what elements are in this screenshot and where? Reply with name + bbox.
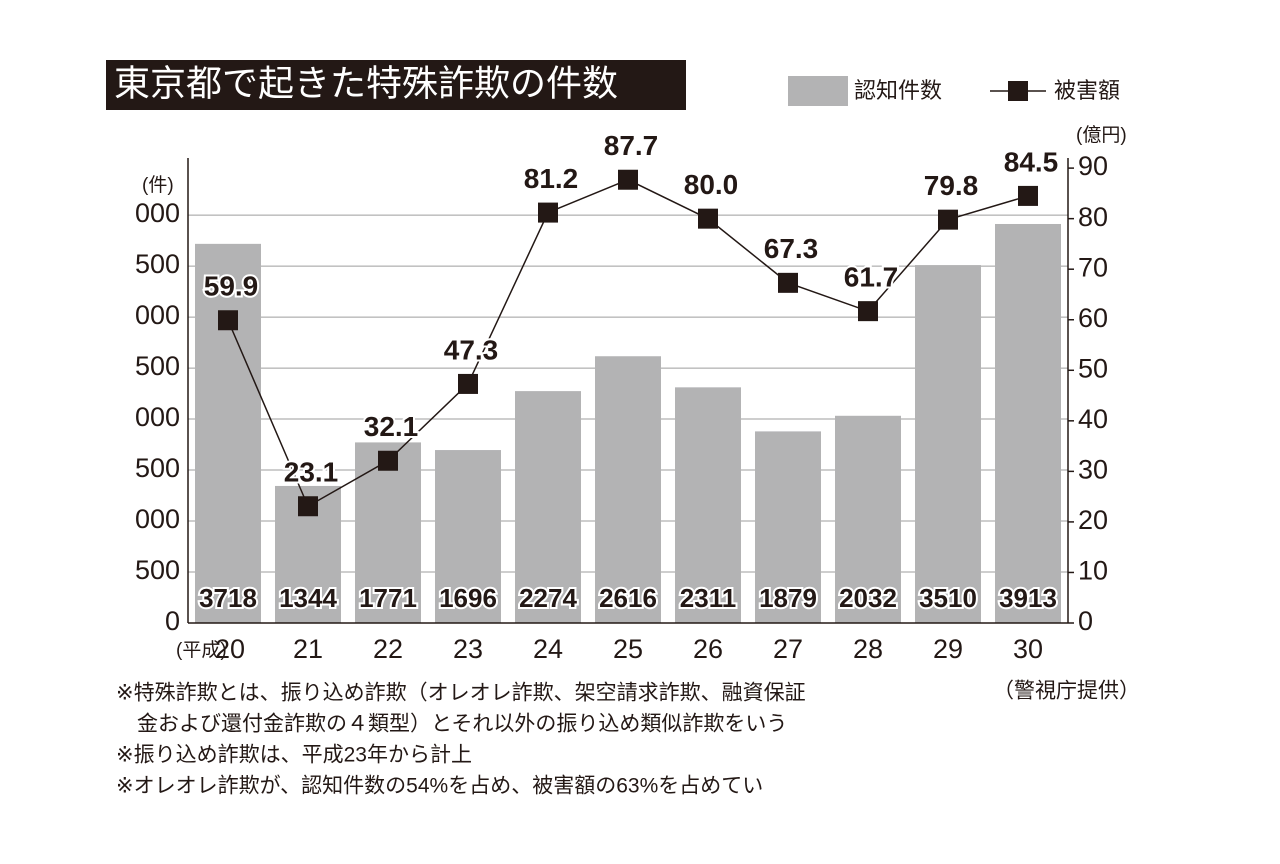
bar — [195, 243, 261, 623]
x-tick-label: 23 — [453, 634, 483, 664]
bar — [755, 431, 821, 623]
line-value-label: 61.7 — [844, 262, 899, 293]
line-value-label: 59.9 — [204, 271, 259, 302]
line-value-label: 81.2 — [524, 163, 579, 194]
legend: 認知件数 被害額 — [788, 76, 1120, 106]
legend-label: 認知件数 — [854, 78, 942, 103]
note: 金および還付金詐欺の４類型）とそれ以外の振り込め類似詐欺をいう — [116, 713, 787, 736]
bar-value-label: 3913 — [999, 583, 1057, 613]
y-tick-label: 2500 — [120, 351, 180, 381]
x-tick-label: 26 — [693, 634, 723, 664]
y2-tick-label: 20 — [1078, 505, 1108, 535]
y2-tick-label: 30 — [1078, 454, 1108, 484]
legend-swatch — [788, 76, 848, 106]
y-tick-label: 500 — [135, 555, 180, 585]
y2-tick-label: 90 — [1078, 151, 1108, 181]
line-marker — [698, 208, 718, 229]
bar — [595, 356, 661, 623]
note: ※オレオレ詐欺が、認知件数の54%を占め、被害額の63%を占めてい — [116, 775, 763, 798]
y2-tick-label: 0 — [1078, 606, 1093, 636]
x-tick-label: 28 — [853, 634, 883, 664]
line-marker — [778, 272, 798, 293]
line-marker — [538, 202, 558, 223]
line-value-label: 84.5 — [1004, 146, 1059, 177]
y-axis-label: (件) — [142, 174, 174, 196]
y2-tick-label: 60 — [1078, 303, 1108, 333]
line-marker — [458, 373, 478, 394]
line-marker — [298, 496, 318, 517]
y2-tick-label: 40 — [1078, 404, 1108, 434]
bar-value-label: 2616 — [599, 583, 657, 613]
y-tick-label: 1000 — [120, 504, 180, 534]
note: ※特殊詐欺とは、振り込め詐欺（オレオレ詐欺、架空請求詐欺、融資保証 — [116, 682, 806, 705]
line-value-label: 67.3 — [764, 233, 819, 264]
y-tick-label: 4000 — [120, 198, 180, 228]
line-marker — [218, 310, 238, 331]
line-value-label: 80.0 — [684, 169, 739, 200]
bar-value-label: 2032 — [839, 583, 897, 613]
y-tick-label: 2000 — [120, 402, 180, 432]
x-tick-label: 24 — [533, 634, 563, 664]
line-value-label: 32.1 — [364, 411, 419, 442]
bar-value-label: 1344 — [279, 583, 337, 613]
y2-tick-label: 70 — [1078, 252, 1108, 282]
y-tick-label: 0 — [165, 606, 180, 636]
bar — [435, 450, 501, 623]
bar-value-label: 3718 — [199, 583, 257, 613]
line-value-label: 87.7 — [604, 130, 659, 161]
chart-title: 東京都で起きた特殊詐欺の件数 — [114, 63, 618, 104]
y-tick-label: 3000 — [120, 300, 180, 330]
bar — [675, 387, 741, 623]
bar-value-label: 1696 — [439, 583, 497, 613]
line-value-label: 79.8 — [924, 170, 979, 201]
title-box — [106, 60, 686, 110]
x-tick-label: 22 — [373, 634, 403, 664]
bar-value-label: 1771 — [359, 583, 417, 613]
x-tick-label: 21 — [293, 634, 323, 664]
y2-tick-label: 80 — [1078, 202, 1108, 232]
legend-label: 被害額 — [1054, 78, 1120, 103]
bar-value-label: 2311 — [680, 583, 736, 613]
y-tick-label: 1500 — [120, 453, 180, 483]
y2-axis-label: (億円) — [1076, 124, 1127, 146]
x-axis-label: (平成) — [176, 639, 227, 661]
y2-tick-label: 10 — [1078, 556, 1108, 586]
bar — [915, 265, 981, 623]
x-tick-label: 20 — [215, 634, 245, 664]
bar-value-label: 1879 — [759, 583, 817, 613]
line-marker — [378, 450, 398, 471]
bar — [515, 391, 581, 623]
legend-swatch — [1008, 81, 1028, 101]
x-tick-label: 27 — [773, 634, 803, 664]
bar — [835, 415, 901, 623]
x-tick-label: 25 — [613, 634, 643, 664]
y-tick-label: 3500 — [120, 249, 180, 279]
line-marker — [858, 301, 878, 322]
line-value-label: 23.1 — [284, 457, 339, 488]
bar-value-label: 3510 — [919, 583, 977, 613]
source: （警視庁提供） — [993, 680, 1140, 703]
line-value-label: 47.3 — [444, 334, 499, 365]
x-tick-label: 30 — [1013, 634, 1043, 664]
line-marker — [618, 169, 638, 190]
y-axis: 0 500 1000 1500 2000 2500 3000 3500 4000 — [120, 198, 180, 636]
line-marker — [938, 209, 958, 230]
line-marker — [1018, 185, 1038, 206]
bar-value-label: 2274 — [519, 583, 577, 613]
note: ※振り込め詐欺は、平成23年から計上 — [116, 744, 472, 767]
y2-tick-label: 50 — [1078, 353, 1108, 383]
bar — [995, 223, 1061, 623]
x-tick-label: 29 — [933, 634, 963, 664]
